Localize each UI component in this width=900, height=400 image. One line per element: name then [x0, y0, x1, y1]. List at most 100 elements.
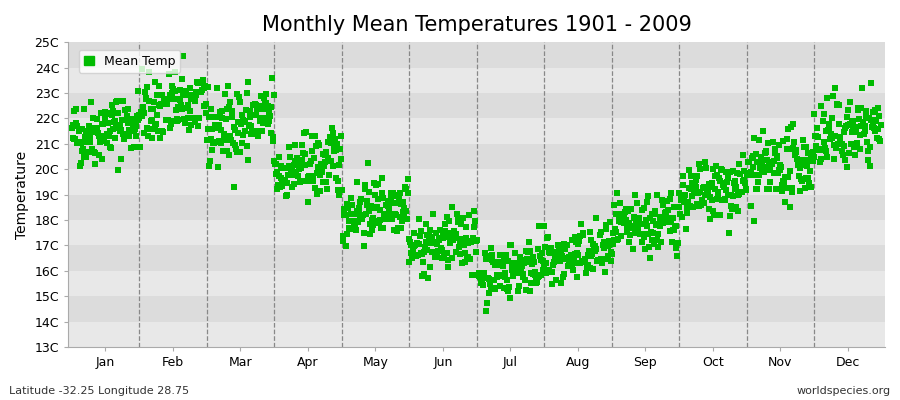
Point	[378, 212, 392, 218]
Point	[482, 281, 497, 287]
Point	[491, 258, 505, 265]
Point	[428, 248, 442, 255]
Point	[524, 280, 538, 286]
Point	[842, 98, 857, 105]
Point	[109, 124, 123, 131]
Point	[569, 239, 583, 246]
Point	[509, 270, 524, 276]
Point	[595, 260, 609, 266]
Point	[619, 229, 634, 235]
Point	[463, 238, 477, 245]
Point	[554, 280, 568, 286]
Point	[517, 260, 531, 267]
Point	[212, 109, 227, 115]
Point	[758, 150, 772, 156]
Point	[135, 66, 149, 72]
Point	[568, 251, 582, 257]
Point	[594, 256, 608, 263]
Point	[276, 165, 291, 172]
Point	[176, 53, 190, 59]
Point	[788, 147, 803, 153]
Bar	[68, 296, 885, 322]
Point	[316, 179, 330, 185]
Point	[409, 252, 423, 258]
Point	[675, 173, 689, 179]
Point	[777, 180, 791, 186]
Point	[296, 149, 310, 156]
Point	[445, 204, 459, 211]
Point	[760, 186, 775, 192]
Point	[298, 150, 312, 157]
Point	[66, 122, 80, 128]
Point	[659, 212, 673, 218]
Point	[92, 152, 106, 158]
Point	[68, 136, 82, 142]
Point	[533, 253, 547, 259]
Point	[433, 226, 447, 233]
Point	[234, 121, 248, 127]
Point	[703, 216, 717, 222]
Point	[620, 224, 634, 230]
Point	[110, 98, 124, 104]
Point	[565, 237, 580, 243]
Point	[371, 181, 385, 188]
Point	[721, 175, 735, 181]
Point	[109, 98, 123, 105]
Point	[107, 135, 122, 141]
Point	[683, 203, 698, 209]
Point	[660, 198, 674, 204]
Point	[820, 154, 834, 160]
Point	[581, 252, 596, 258]
Point	[354, 196, 368, 202]
Point	[291, 173, 305, 179]
Point	[794, 176, 808, 182]
Point	[214, 115, 229, 122]
Point	[106, 108, 121, 114]
Point	[375, 225, 390, 231]
Point	[621, 208, 635, 214]
Point	[336, 237, 350, 244]
Point	[497, 254, 511, 260]
Point	[491, 262, 506, 268]
Point	[821, 127, 835, 134]
Point	[247, 111, 261, 118]
Point	[474, 272, 489, 278]
Point	[469, 249, 483, 255]
Point	[649, 222, 663, 228]
Point	[263, 113, 277, 120]
Point	[329, 147, 344, 153]
Point	[649, 192, 663, 198]
Point	[642, 193, 656, 200]
Point	[427, 239, 441, 245]
Point	[126, 124, 140, 131]
Point	[606, 230, 620, 236]
Point	[366, 222, 381, 228]
Point	[854, 104, 868, 111]
Point	[393, 225, 408, 231]
Point	[526, 258, 541, 265]
Point	[95, 121, 110, 128]
Point	[324, 140, 338, 146]
Point	[703, 194, 717, 200]
Point	[568, 234, 582, 240]
Point	[255, 128, 269, 134]
Point	[113, 122, 128, 128]
Point	[669, 245, 683, 252]
Point	[871, 136, 886, 142]
Point	[418, 244, 432, 250]
Point	[607, 202, 621, 208]
Point	[833, 134, 848, 140]
Point	[128, 126, 142, 132]
Point	[457, 250, 472, 256]
Point	[779, 136, 794, 142]
Point	[254, 114, 268, 121]
Point	[667, 204, 681, 210]
Point	[249, 102, 264, 108]
Point	[181, 115, 195, 122]
Point	[115, 98, 130, 104]
Point	[197, 102, 211, 109]
Point	[414, 228, 428, 234]
Point	[178, 104, 193, 111]
Point	[530, 274, 544, 280]
Point	[671, 204, 686, 211]
